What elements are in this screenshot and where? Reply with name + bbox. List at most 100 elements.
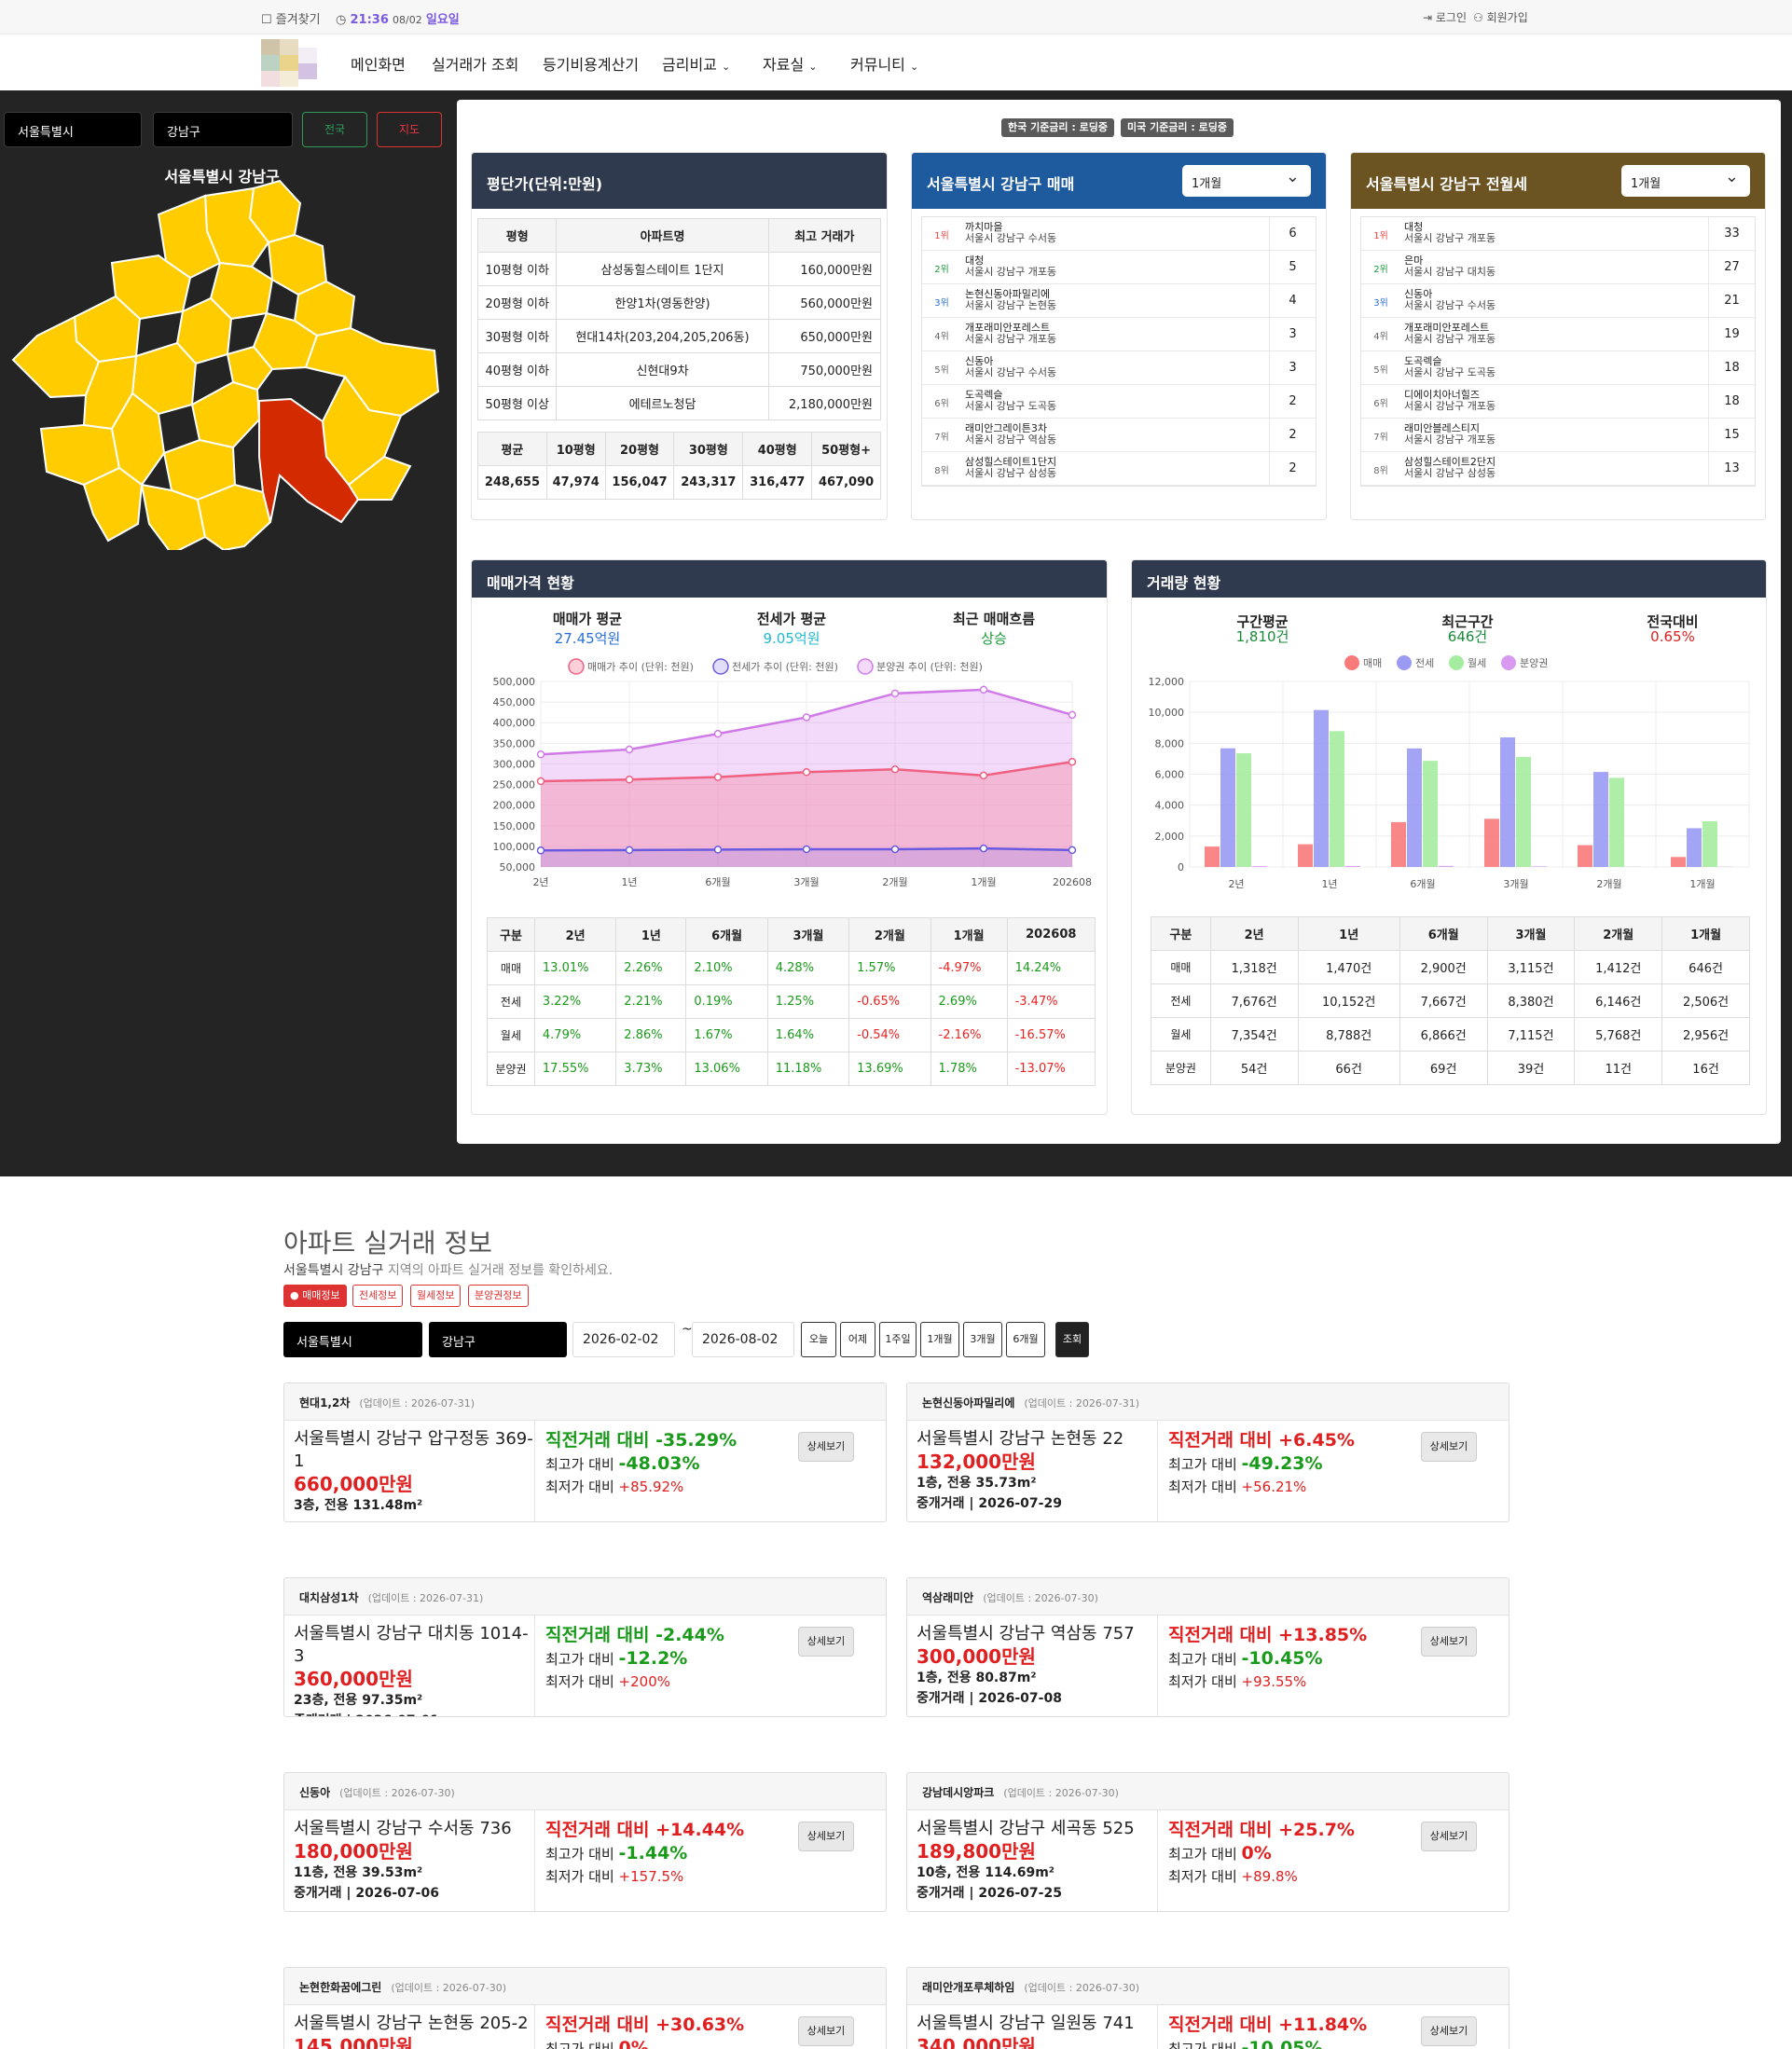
table-cell: 8,380건 <box>1486 983 1576 1018</box>
quick-3month-button[interactable]: 3개월 <box>963 1322 1002 1357</box>
login-link[interactable]: ⇥ 로그인 <box>1423 11 1467 24</box>
detail-button[interactable]: 상세보기 <box>798 1432 854 1462</box>
map-button[interactable]: 지도 <box>377 112 442 147</box>
rent-period-select[interactable]: 1개월 <box>1621 165 1750 197</box>
quick-yesterday-button[interactable]: 어제 <box>840 1322 875 1357</box>
nav-archive-label: 자료실 <box>763 56 805 74</box>
rank-item[interactable]: 3위 논현신동아파밀리에 서울시 강남구 논현동 4 <box>922 284 1316 318</box>
deal-vs-low: 최저가 대비 +93.55% <box>1168 1671 1411 1693</box>
quick-today-button[interactable]: 오늘 <box>801 1322 836 1357</box>
rank-apartment-name: 신동아 <box>1404 288 1433 300</box>
deal-apartment-name: 역삼래미안 <box>922 1591 974 1604</box>
nav-realtrade[interactable]: 실거래가 조회 <box>432 56 519 74</box>
detail-button[interactable]: 상세보기 <box>798 1822 854 1851</box>
detail-button[interactable]: 상세보기 <box>798 2016 854 2046</box>
bar <box>1220 748 1235 867</box>
city-select[interactable]: 서울특별시 <box>4 112 142 147</box>
quick-6month-button[interactable]: 6개월 <box>1006 1322 1045 1357</box>
deal-prev-change: 직전거래 대비 +13.85% <box>1168 1625 1368 1645</box>
stat-label: 전국대비 <box>1647 613 1699 630</box>
deal-address: 서울특별시 강남구 대치동 1014-3 <box>294 1624 529 1666</box>
rank-item[interactable]: 5위 신동아 서울시 강남구 수서동 3 <box>922 351 1316 385</box>
site-logo[interactable] <box>261 39 317 88</box>
rank-item[interactable]: 8위 삼성힐스테이트2단지 서울시 강남구 삼성동 13 <box>1361 452 1755 486</box>
rank-apartment-name: 래미안그레이튼3차 <box>965 422 1047 434</box>
rank-item[interactable]: 6위 도곡렉슬 서울시 강남구 도곡동 2 <box>922 385 1316 419</box>
date-to-input[interactable]: 2026-08-02 <box>692 1322 794 1357</box>
rank-apartment-addr: 서울시 강남구 논현동 <box>965 299 1057 311</box>
table-row: 20평형 이하 한양1차(영동한양) 560,000만원 <box>476 285 882 320</box>
rank-item[interactable]: 2위 은마 서울시 강남구 대치동 27 <box>1361 251 1755 284</box>
deal-updated: (업데이트 : 2026-07-31) <box>367 1592 484 1604</box>
tab-monthly-info[interactable]: 월세정보 <box>410 1285 462 1307</box>
quick-1month-button[interactable]: 1개월 <box>920 1322 959 1357</box>
date-range-tilde: ~ <box>682 1322 693 1337</box>
table-header: 구분 <box>1151 916 1211 951</box>
rank-item[interactable]: 4위 개포래미안포레스트 서울시 강남구 개포동 19 <box>1361 318 1755 351</box>
table-cell: 14.24% <box>1006 951 1096 985</box>
table-header: 10평형 <box>545 432 606 466</box>
quick-1week-button[interactable]: 1주일 <box>879 1322 917 1357</box>
rank-item[interactable]: 4위 개포래미안포레스트 서울시 강남구 개포동 3 <box>922 318 1316 351</box>
signup-link[interactable]: ⚇ 회원가입 <box>1473 11 1528 24</box>
signup-label: 회원가입 <box>1486 11 1528 24</box>
nav-community-label: 커뮤니티 <box>850 56 905 74</box>
table-header: 3개월 <box>1486 916 1576 951</box>
rank-item[interactable]: 7위 래미안그레이튼3차 서울시 강남구 역삼동 2 <box>922 419 1316 452</box>
rank-count: 5 <box>1269 251 1316 284</box>
data-point <box>625 745 634 754</box>
stat-recent-period: 최근구간 646건 <box>1393 614 1542 644</box>
deal-price: 145,000만원 <box>294 2035 413 2049</box>
deal-price: 300,000만원 <box>917 1645 1036 1668</box>
rent-rank-header: 서울특별시 강남구 전월세 1개월 <box>1351 153 1765 209</box>
trade-volume-chart[interactable]: 매매 전세 월세 분양권 12,000 10,000 8,000 6,000 4,000 2,00… <box>1132 650 1766 914</box>
search-button[interactable]: 조회 <box>1055 1322 1089 1357</box>
table-cell: 646건 <box>1661 950 1750 984</box>
nav-archive[interactable]: 자료실 ⌄ <box>763 52 817 75</box>
nav-main[interactable]: 메인화면 <box>351 56 406 74</box>
tab-jeonse-info[interactable]: 전세정보 <box>352 1285 404 1307</box>
nav-rate-compare[interactable]: 금리비교 ⌄ <box>662 52 730 75</box>
stat-period-avg: 구간평균 1,810건 <box>1188 614 1337 644</box>
rank-number: 4위 <box>1373 332 1388 342</box>
rank-item[interactable]: 7위 래미안블레스티지 서울시 강남구 개포동 15 <box>1361 419 1755 452</box>
price-trend-chart[interactable]: 매매가 추이 (단위: 천원) 전세가 추이 (단위: 천원) 분양권 추이 (단위… <box>472 653 1106 914</box>
table-cell: 3.22% <box>533 984 617 1019</box>
deal-price: 360,000만원 <box>294 1668 413 1690</box>
tab-sale-info[interactable]: ● 매매정보 <box>283 1285 347 1307</box>
stat-label: 최근 매매흐름 <box>952 611 1036 627</box>
rank-item[interactable]: 2위 대청 서울시 강남구 개포동 5 <box>922 251 1316 284</box>
date-from-input[interactable]: 2026-02-02 <box>572 1322 675 1357</box>
nav-registry-calc[interactable]: 등기비용계산기 <box>543 56 640 74</box>
rank-item[interactable]: 6위 디에이치아너힐즈 서울시 강남구 개포동 18 <box>1361 385 1755 419</box>
rank-item[interactable]: 8위 삼성힐스테이트1단지 서울시 강남구 삼성동 2 <box>922 452 1316 486</box>
rank-item[interactable]: 5위 도곡렉슬 서울시 강남구 도곡동 18 <box>1361 351 1755 385</box>
deal-updated: (업데이트 : 2026-07-30) <box>339 1787 455 1799</box>
bookmark-link[interactable]: ☐ 즐겨찾기 <box>261 13 321 27</box>
rank-item[interactable]: 3위 신동아 서울시 강남구 수서동 21 <box>1361 284 1755 318</box>
district-select[interactable]: 강남구 <box>153 112 293 147</box>
bar <box>1236 753 1251 867</box>
rank-item[interactable]: 1위 까치마을 서울시 강남구 수서동 6 <box>922 217 1316 251</box>
seoul-district-map[interactable] <box>0 177 448 550</box>
rank-item[interactable]: 1위 대청 서울시 강남구 개포동 33 <box>1361 217 1755 251</box>
listing-district-select[interactable]: 강남구 <box>429 1322 567 1357</box>
detail-button[interactable]: 상세보기 <box>798 1627 854 1657</box>
detail-button[interactable]: 상세보기 <box>1421 2016 1477 2046</box>
nation-button[interactable]: 전국 <box>302 112 367 147</box>
listing-city-select[interactable]: 서울특별시 <box>283 1322 422 1357</box>
deal-vs-high-label: 최고가 대비 <box>545 1651 619 1668</box>
detail-button[interactable]: 상세보기 <box>1421 1432 1477 1462</box>
rank-apartment-addr: 서울시 강남구 도곡동 <box>965 400 1057 412</box>
sale-period-select[interactable]: 1개월 <box>1182 165 1311 197</box>
nav-community[interactable]: 커뮤니티 ⌄ <box>850 52 918 75</box>
rank-apartment-name: 대청 <box>965 254 985 267</box>
clock-date: 08/02 <box>393 14 422 26</box>
table-cell: 50평형 이상 <box>476 386 558 420</box>
table-cell: 2,900건 <box>1399 950 1488 984</box>
tab-presale-info[interactable]: 분양권정보 <box>468 1285 529 1307</box>
table-cell: 2.21% <box>615 984 687 1019</box>
detail-button[interactable]: 상세보기 <box>1421 1627 1477 1657</box>
detail-button[interactable]: 상세보기 <box>1421 1822 1477 1851</box>
